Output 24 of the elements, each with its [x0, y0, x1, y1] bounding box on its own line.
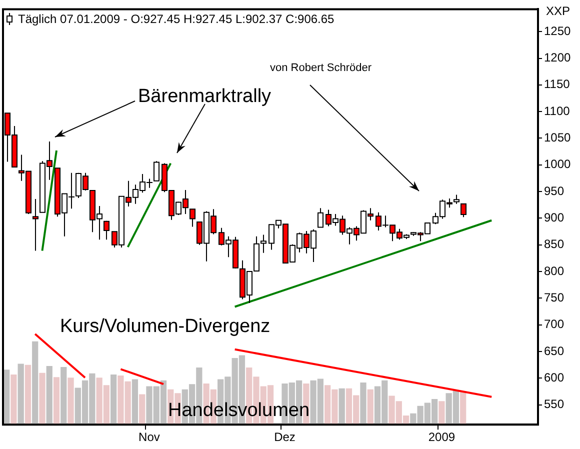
y-tick-label: 850 — [544, 237, 564, 252]
annotation: von Robert Schröder — [270, 62, 372, 74]
y-tick-label: 650 — [544, 344, 564, 358]
y-axis-title: XXP — [546, 4, 570, 18]
y-tick-label: 1250 — [544, 24, 572, 38]
annotation: Kurs/Volumen-Divergenz — [60, 316, 270, 338]
chart-title: Täglich 07.01.2009 - O:927.45 H:927.45 L:902.37 C:906.65 — [18, 12, 334, 26]
y-tick-label: 1150 — [544, 77, 570, 92]
y-tick-label: 800 — [544, 264, 564, 278]
y-tick-label: 900 — [544, 210, 564, 225]
y-tick-label: 1200 — [544, 50, 572, 65]
y-tick-label: 750 — [544, 290, 564, 305]
x-tick-label: 2009 — [428, 430, 456, 444]
y-tick-label: 1050 — [544, 130, 572, 145]
annotation: Bärenmarktrally — [138, 86, 272, 108]
y-tick-label: 550 — [544, 397, 564, 412]
annotation: Handelsvolumen — [168, 400, 310, 422]
y-tick-label: 600 — [544, 370, 564, 385]
y-tick-label: 700 — [544, 317, 564, 332]
y-tick-label: 1000 — [544, 157, 572, 172]
x-tick-label: Nov — [138, 430, 160, 444]
x-tick-label: Dez — [274, 430, 296, 444]
y-tick-label: 950 — [544, 184, 564, 198]
y-tick-label: 1100 — [544, 104, 570, 118]
